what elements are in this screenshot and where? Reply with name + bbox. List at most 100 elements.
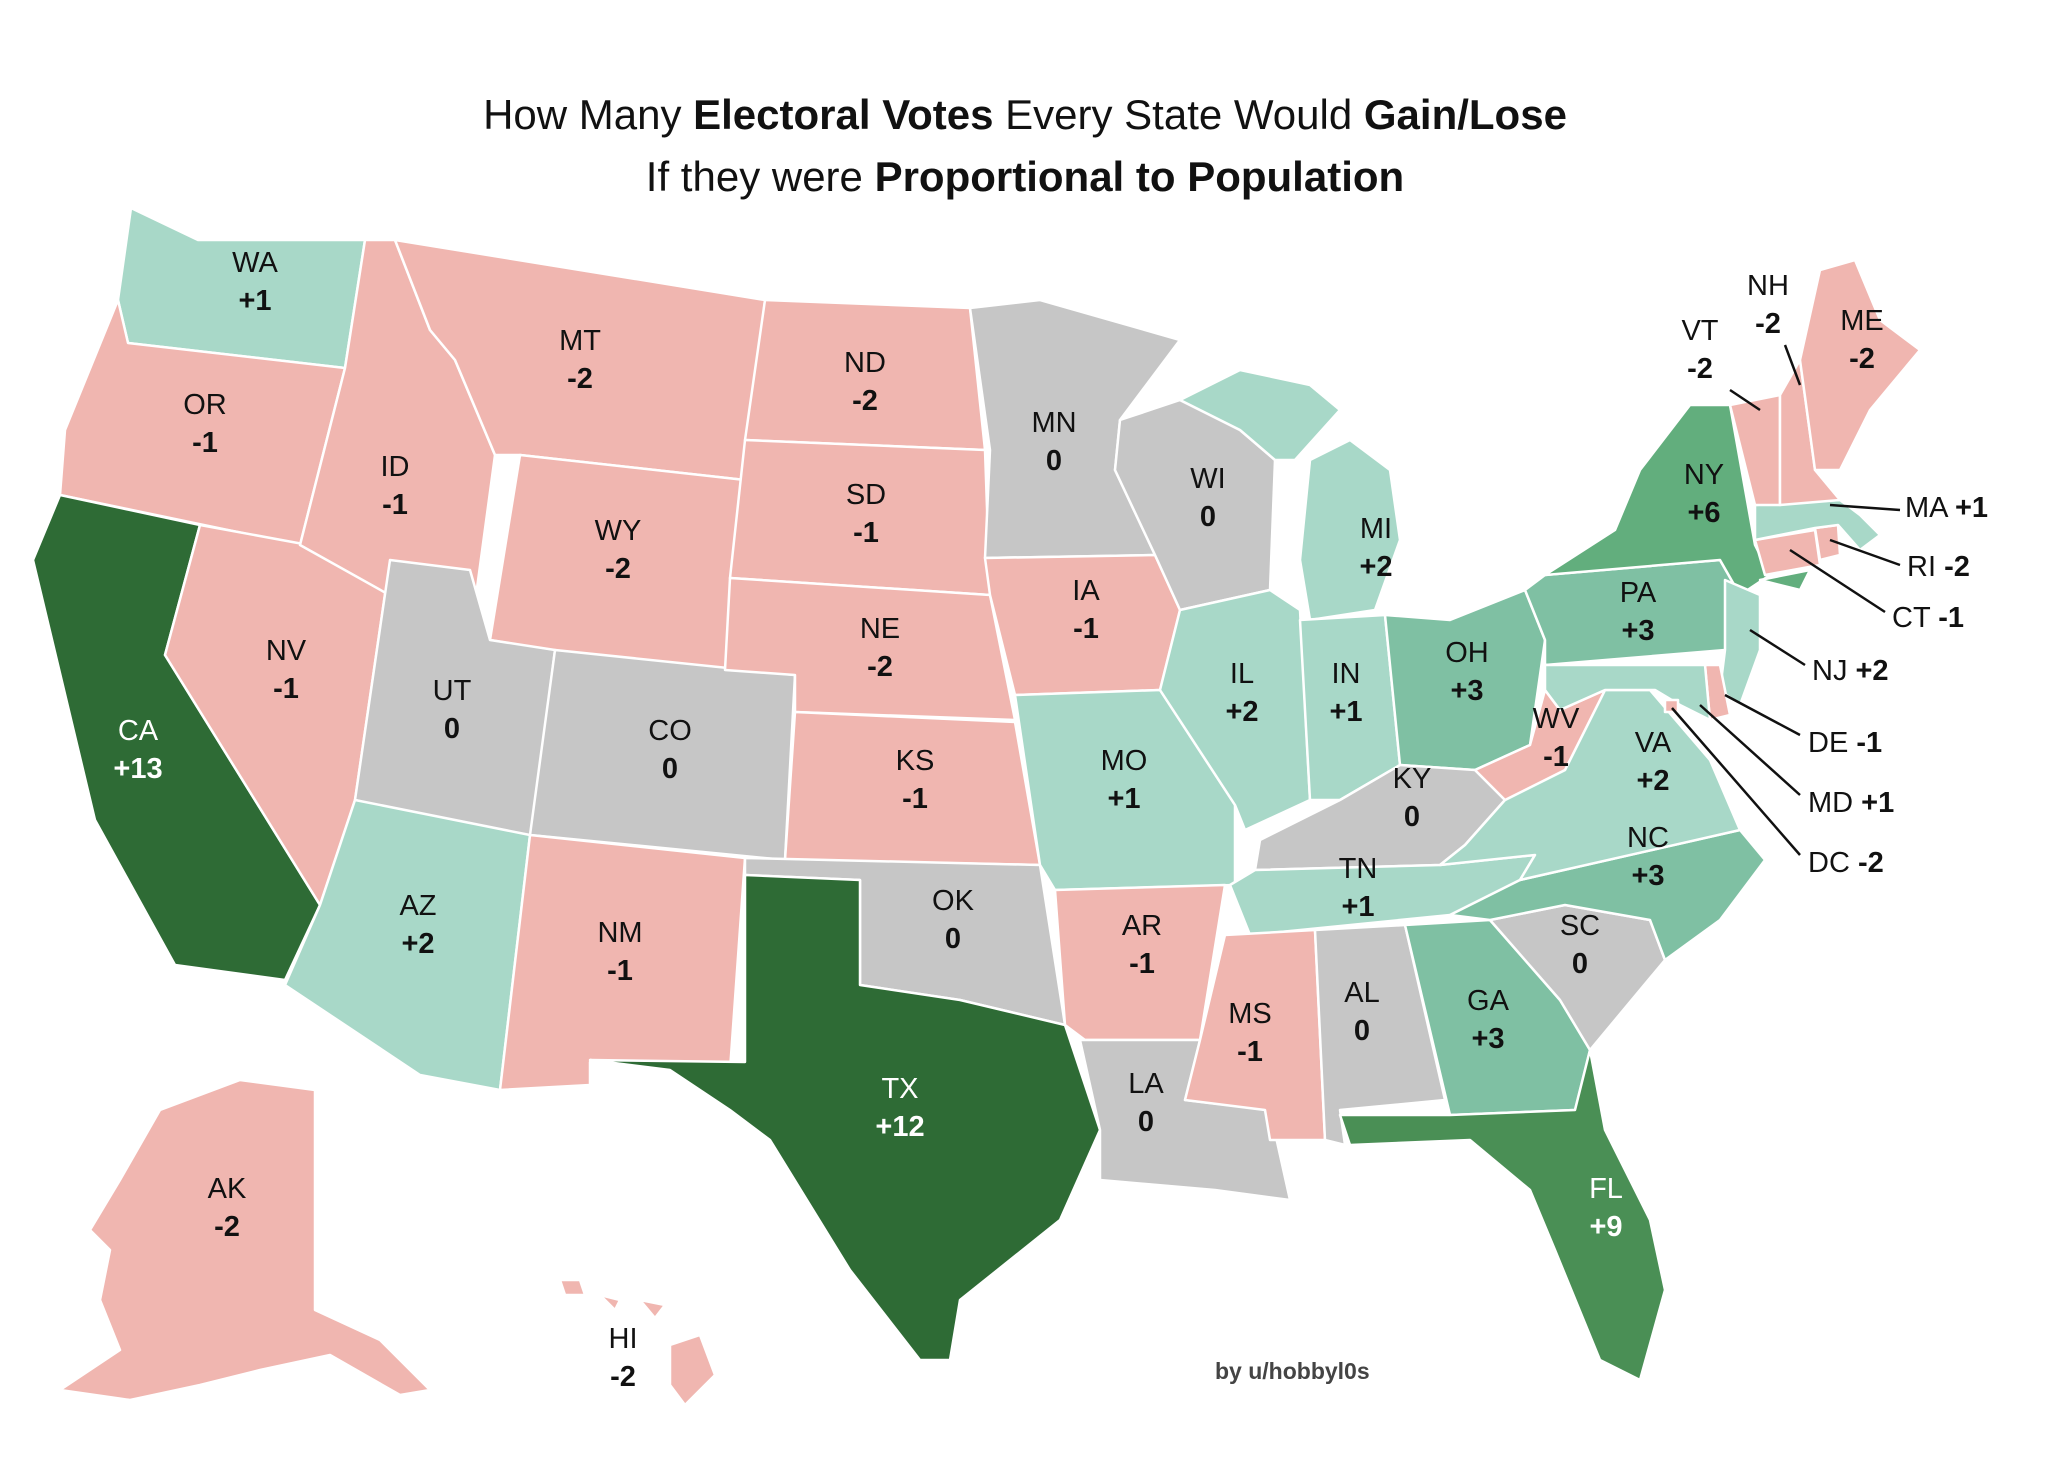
callout-label-DC: DC -2 [1808, 847, 1884, 879]
state-value-IA: -1 [1073, 613, 1099, 645]
state-value-WV: -1 [1543, 741, 1569, 773]
state-value-IN: +1 [1329, 696, 1362, 728]
state-IL[interactable] [1158, 588, 1312, 832]
state-label-MS: MS [1228, 998, 1272, 1030]
state-value-TX: +12 [875, 1111, 924, 1143]
state-value-KY: 0 [1404, 801, 1420, 833]
state-value-KS: -1 [902, 783, 928, 815]
state-HI[interactable] [558, 1278, 717, 1407]
state-value-VT: -2 [1687, 353, 1713, 385]
state-NH[interactable] [1778, 358, 1842, 507]
state-label-CA: CA [118, 715, 159, 747]
title-part: Electoral Votes [693, 91, 994, 138]
map-title: How Many Electoral Votes Every State Wou… [0, 84, 2050, 208]
leader-VT [1729, 388, 1761, 412]
callout-label-NJ: NJ +2 [1812, 655, 1889, 687]
title-line-1: How Many Electoral Votes Every State Wou… [0, 84, 2050, 146]
state-label-OH: OH [1445, 637, 1489, 669]
state-label-IL: IL [1230, 658, 1254, 690]
state-label-VT: VT [1681, 315, 1718, 347]
state-value-NH: -2 [1755, 308, 1781, 340]
callout-label-CT: CT -1 [1892, 602, 1964, 634]
state-value-SC: 0 [1572, 948, 1588, 980]
state-ME[interactable] [1798, 258, 1922, 472]
state-value-MI: +2 [1359, 551, 1392, 583]
state-NY[interactable] [1543, 403, 1812, 597]
state-CT[interactable] [1753, 528, 1822, 577]
leader-DE [1724, 693, 1801, 737]
state-value-NY: +6 [1687, 497, 1720, 529]
state-value-MN: 0 [1046, 445, 1062, 477]
leader-MD [1699, 704, 1801, 796]
state-value-AZ: +2 [401, 928, 434, 960]
state-MI[interactable] [1178, 368, 1402, 622]
state-DC[interactable] [1663, 698, 1680, 714]
state-label-MN: MN [1031, 407, 1076, 439]
leader-RI [1829, 538, 1901, 567]
state-value-NV: -1 [273, 673, 299, 705]
state-NJ[interactable] [1718, 578, 1762, 707]
state-label-GA: GA [1467, 985, 1510, 1017]
state-label-KS: KS [896, 745, 935, 777]
state-label-OK: OK [932, 885, 975, 917]
state-label-IA: IA [1072, 575, 1100, 607]
state-label-NH: NH [1747, 270, 1789, 302]
credit-text: by u/hobbyl0s [1215, 1358, 1370, 1384]
state-value-PA: +3 [1621, 615, 1654, 647]
state-label-ME: ME [1840, 305, 1884, 337]
state-value-GA: +3 [1471, 1023, 1504, 1055]
title-part: Every State Would [993, 91, 1364, 138]
state-label-MI: MI [1360, 513, 1392, 545]
state-label-WI: WI [1190, 463, 1225, 495]
state-value-UT: 0 [444, 713, 460, 745]
state-value-WA: +1 [238, 285, 271, 317]
leader-NH [1783, 344, 1802, 386]
title-part: How Many [483, 91, 694, 138]
state-label-FL: FL [1589, 1173, 1623, 1205]
state-value-SD: -1 [853, 517, 879, 549]
state-value-CO: 0 [662, 753, 678, 785]
leader-MA [1829, 503, 1901, 512]
state-label-NM: NM [597, 917, 642, 949]
callout-label-RI: RI -2 [1907, 551, 1970, 583]
state-label-WV: WV [1533, 703, 1580, 735]
state-AK[interactable] [58, 1078, 432, 1402]
callout-label-MA: MA +1 [1905, 492, 1988, 524]
state-label-IN: IN [1332, 658, 1361, 690]
state-value-NC: +3 [1631, 860, 1664, 892]
state-value-WI: 0 [1200, 501, 1216, 533]
state-value-NM: -1 [607, 955, 633, 987]
callout-label-MD: MD +1 [1808, 787, 1894, 819]
title-part: Gain/Lose [1363, 91, 1567, 138]
state-label-NC: NC [1627, 822, 1669, 854]
state-value-NE: -2 [867, 651, 893, 683]
state-value-FL: +9 [1589, 1211, 1622, 1243]
state-label-WY: WY [595, 515, 642, 547]
title-part: Proportional to Population [874, 153, 1405, 200]
state-value-AK: -2 [214, 1211, 240, 1243]
state-value-MS: -1 [1237, 1036, 1263, 1068]
state-value-AR: -1 [1129, 948, 1155, 980]
state-value-ME: -2 [1849, 343, 1875, 375]
state-label-OR: OR [183, 389, 227, 421]
state-value-AL: 0 [1354, 1015, 1370, 1047]
state-value-OK: 0 [945, 923, 961, 955]
state-PA[interactable] [1523, 558, 1742, 667]
state-FL[interactable] [1338, 1048, 1667, 1382]
leader-DC [1671, 707, 1801, 856]
state-label-WA: WA [232, 247, 278, 279]
state-value-MO: +1 [1107, 783, 1140, 815]
title-line-2: If they were Proportional to Population [0, 146, 2050, 208]
state-label-TN: TN [1339, 853, 1378, 885]
leader-NJ [1749, 628, 1806, 667]
state-label-NE: NE [860, 613, 900, 645]
leader-CT [1789, 548, 1886, 614]
state-TX[interactable] [588, 873, 1102, 1362]
state-label-TX: TX [881, 1073, 918, 1105]
state-label-AK: AK [208, 1173, 247, 1205]
state-value-HI: -2 [610, 1361, 636, 1393]
state-value-CA: +13 [113, 753, 162, 785]
state-value-OH: +3 [1450, 675, 1483, 707]
state-MD[interactable] [1543, 663, 1712, 722]
